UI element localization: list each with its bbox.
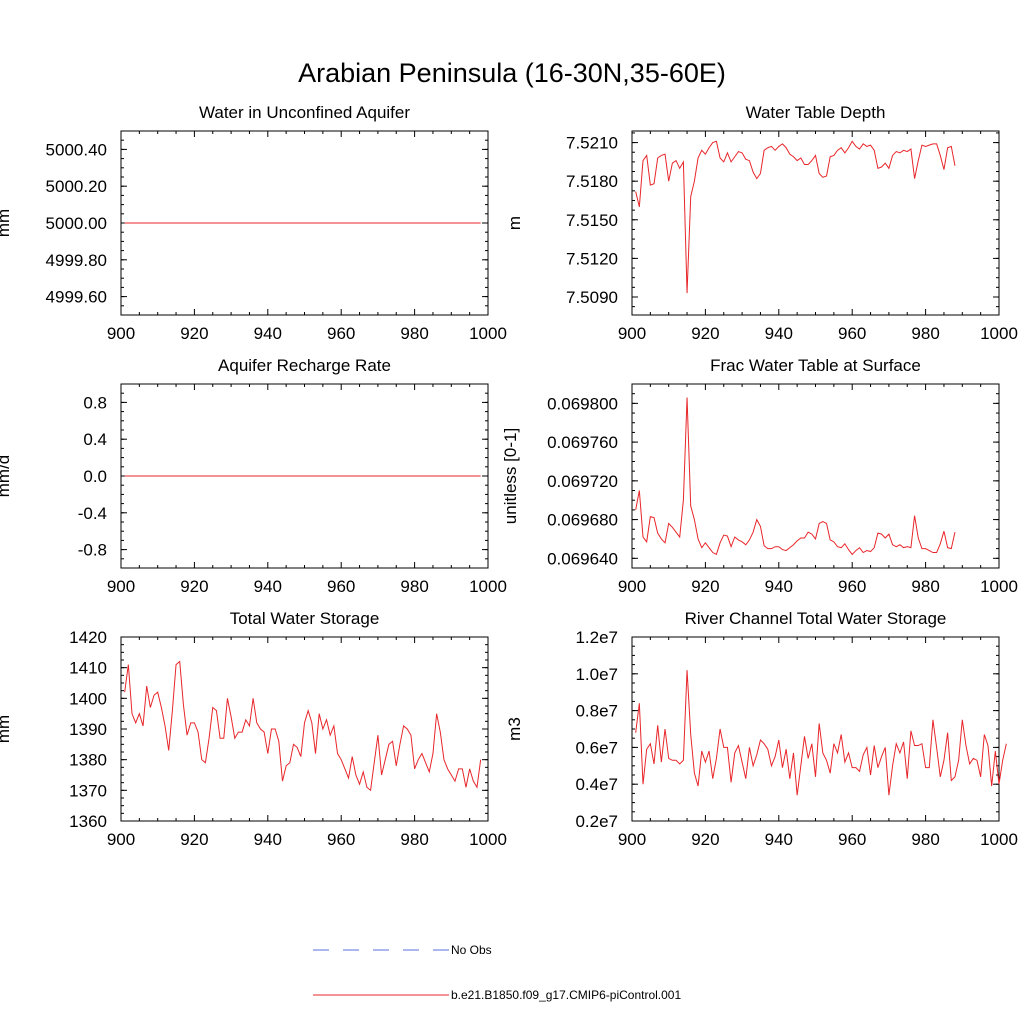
x-tick-label: 980 bbox=[911, 324, 939, 343]
x-tick-label: 960 bbox=[327, 830, 355, 849]
series-line bbox=[635, 140, 956, 294]
x-tick-label: 980 bbox=[400, 577, 428, 596]
panel-title: Frac Water Table at Surface bbox=[710, 356, 921, 375]
y-tick-label: 5000.20 bbox=[46, 177, 107, 196]
series-line bbox=[124, 660, 482, 792]
y-tick-label: 7.5150 bbox=[566, 211, 618, 230]
y-tick-label: 4999.80 bbox=[46, 251, 107, 270]
x-tick-label: 900 bbox=[107, 324, 135, 343]
y-tick-label: 1390 bbox=[69, 720, 107, 739]
y-tick-label: 0.0 bbox=[83, 467, 107, 486]
y-tick-label: 0.4e7 bbox=[575, 775, 618, 794]
x-tick-label: 980 bbox=[400, 830, 428, 849]
panel-title: River Channel Total Water Storage bbox=[685, 609, 947, 628]
y-axis-label: mm bbox=[0, 209, 13, 237]
y-tick-label: 1410 bbox=[69, 659, 107, 678]
series-line bbox=[635, 670, 1007, 796]
y-tick-label: 0.6e7 bbox=[575, 738, 618, 757]
panel-5: Total Water Storage mm 900 920 940 960 980 1000… bbox=[0, 609, 507, 849]
x-tick-label: 920 bbox=[691, 830, 719, 849]
y-axis-label: unitless [0-1] bbox=[501, 428, 520, 524]
y-tick-label: 0.069680 bbox=[547, 511, 618, 530]
y-tick-label: -0.8 bbox=[78, 541, 107, 560]
x-tick-label: 940 bbox=[765, 324, 793, 343]
y-tick-label: 1370 bbox=[69, 781, 107, 800]
y-tick-label: 0.069800 bbox=[547, 394, 618, 413]
x-tick-label: 920 bbox=[180, 577, 208, 596]
x-tick-label: 900 bbox=[107, 830, 135, 849]
x-tick-label: 1000 bbox=[980, 830, 1018, 849]
panels: Water in Unconfined Aquifer mm 900 920 940 96… bbox=[0, 103, 1018, 849]
panel-4: Frac Water Table at Surface unitless [0-1… bbox=[501, 356, 1018, 596]
x-tick-label: 960 bbox=[838, 577, 866, 596]
x-tick-label: 900 bbox=[107, 577, 135, 596]
x-tick-label: 1000 bbox=[980, 577, 1018, 596]
y-tick-label: 1380 bbox=[69, 751, 107, 770]
x-tick-label: 920 bbox=[691, 324, 719, 343]
x-tick-label: 940 bbox=[765, 577, 793, 596]
x-tick-label: 900 bbox=[618, 324, 646, 343]
y-tick-label: 7.5120 bbox=[566, 249, 618, 268]
y-tick-label: 1400 bbox=[69, 689, 107, 708]
x-tick-label: 960 bbox=[327, 577, 355, 596]
legend-label-model: b.e21.B1850.f09_g17.CMIP6-piControl.001 bbox=[451, 988, 681, 1002]
y-tick-label: 7.5210 bbox=[566, 134, 618, 153]
panel-6: River Channel Total Water Storage m3 900 92… bbox=[505, 609, 1018, 849]
panel-title: Water Table Depth bbox=[746, 103, 886, 122]
y-tick-label: -0.4 bbox=[78, 504, 107, 523]
y-tick-label: 0.2e7 bbox=[575, 812, 618, 831]
y-tick-label: 1420 bbox=[69, 628, 107, 647]
panel-3: Aquifer Recharge Rate mm/d 900 920 940 960 980… bbox=[0, 356, 507, 596]
x-tick-label: 960 bbox=[327, 324, 355, 343]
x-tick-label: 900 bbox=[618, 577, 646, 596]
x-tick-label: 940 bbox=[254, 830, 282, 849]
x-tick-label: 980 bbox=[911, 830, 939, 849]
panel-1: Water in Unconfined Aquifer mm 900 920 940 96… bbox=[0, 103, 507, 343]
x-tick-label: 1000 bbox=[469, 577, 507, 596]
panel-2: Water Table Depth m 900 920 940 960 980 1000 7.5… bbox=[505, 103, 1018, 343]
x-tick-label: 960 bbox=[838, 324, 866, 343]
panel-title: Water in Unconfined Aquifer bbox=[199, 103, 410, 122]
y-axis-label: m bbox=[505, 216, 524, 230]
y-tick-label: 0.8e7 bbox=[575, 702, 618, 721]
y-tick-label: 7.5090 bbox=[566, 288, 618, 307]
x-tick-label: 960 bbox=[838, 830, 866, 849]
x-tick-label: 920 bbox=[691, 577, 719, 596]
legend: No Obs b.e21.B1850.f09_g17.CMIP6-piContr… bbox=[313, 943, 681, 1002]
y-tick-label: 5000.00 bbox=[46, 214, 107, 233]
x-tick-label: 1000 bbox=[980, 324, 1018, 343]
x-tick-label: 920 bbox=[180, 830, 208, 849]
figure-title: Arabian Peninsula (16-30N,35-60E) bbox=[298, 58, 726, 88]
plot-frame bbox=[631, 636, 1000, 822]
x-tick-label: 940 bbox=[254, 324, 282, 343]
x-tick-label: 900 bbox=[618, 830, 646, 849]
x-tick-label: 940 bbox=[765, 830, 793, 849]
y-tick-label: 5000.40 bbox=[46, 140, 107, 159]
x-tick-label: 980 bbox=[911, 577, 939, 596]
y-axis-label: mm/d bbox=[0, 455, 13, 498]
y-tick-label: 4999.60 bbox=[46, 288, 107, 307]
x-tick-label: 920 bbox=[180, 324, 208, 343]
y-axis-label: mm bbox=[0, 715, 13, 743]
panel-title: Aquifer Recharge Rate bbox=[218, 356, 391, 375]
x-tick-label: 980 bbox=[400, 324, 428, 343]
y-tick-label: 0.069760 bbox=[547, 433, 618, 452]
y-tick-label: 1.2e7 bbox=[575, 628, 618, 647]
y-tick-label: 7.5180 bbox=[566, 172, 618, 191]
y-tick-label: 1.0e7 bbox=[575, 665, 618, 684]
series-line bbox=[635, 397, 956, 556]
panel-title: Total Water Storage bbox=[230, 609, 380, 628]
y-tick-label: 0.069640 bbox=[547, 549, 618, 568]
legend-label-no-obs: No Obs bbox=[451, 943, 492, 957]
y-tick-label: 1360 bbox=[69, 812, 107, 831]
x-tick-label: 1000 bbox=[469, 830, 507, 849]
x-tick-label: 1000 bbox=[469, 324, 507, 343]
y-tick-label: 0.8 bbox=[83, 393, 107, 412]
y-axis-label: m3 bbox=[505, 717, 524, 741]
y-tick-label: 0.069720 bbox=[547, 472, 618, 491]
y-tick-label: 0.4 bbox=[83, 430, 107, 449]
x-tick-label: 940 bbox=[254, 577, 282, 596]
